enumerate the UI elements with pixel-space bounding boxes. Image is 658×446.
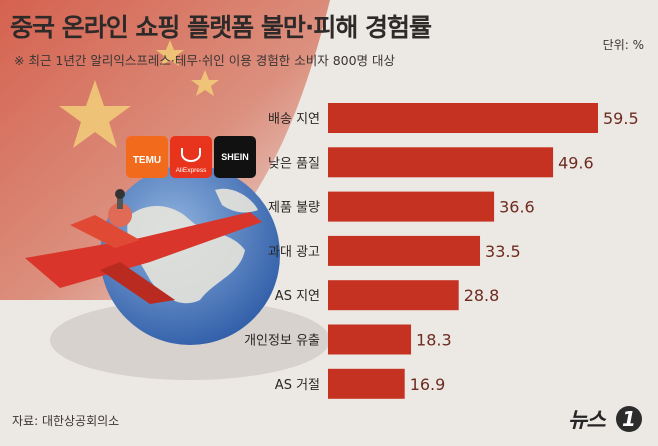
flag-stars-decoration (59, 40, 219, 148)
bar (328, 191, 495, 222)
value-label: 28.8 (464, 286, 500, 305)
category-label: 제품 불량 (268, 201, 320, 216)
value-label: 16.9 (410, 375, 446, 394)
page-subtitle: ※ 최근 1년간 알리익스프레스·테무·쉬인 이용 경험한 소비자 800명 대… (14, 53, 396, 68)
bar (328, 324, 412, 355)
bar (328, 280, 459, 311)
value-label: 33.5 (485, 242, 521, 261)
category-label: 낮은 품질 (268, 156, 320, 171)
category-label: 개인정보 유출 (244, 334, 320, 349)
page-title: 중국 온라인 쇼핑 플랫폼 불만·피해 경험률 (10, 13, 432, 42)
category-label: 배송 지연 (268, 112, 320, 127)
value-label: 18.3 (416, 331, 452, 350)
brand-logo: 뉴스 1 (568, 404, 644, 434)
value-label: 49.6 (558, 153, 594, 172)
source-note: 자료: 대한상공회의소 (12, 414, 120, 428)
value-label: 59.5 (603, 109, 639, 128)
category-label: 과대 광고 (268, 245, 320, 260)
bar (328, 235, 481, 266)
bar (328, 147, 554, 178)
category-label: AS 지연 (275, 289, 320, 304)
unit-label: 단위: % (602, 38, 644, 52)
brand-mark: 1 (616, 406, 642, 432)
category-label: AS 거절 (275, 378, 320, 393)
bar (328, 368, 405, 399)
bar (328, 103, 598, 133)
value-label: 36.6 (499, 198, 535, 217)
brand-text: 뉴스 (568, 408, 606, 432)
airplane-icon (25, 189, 262, 304)
